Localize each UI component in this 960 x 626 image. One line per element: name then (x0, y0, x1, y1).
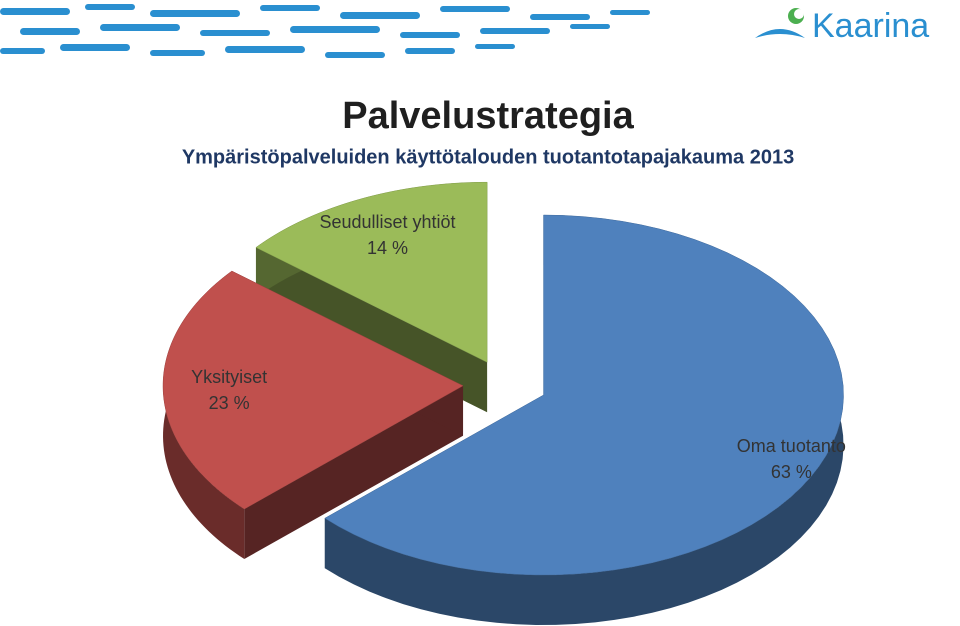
logo-text: Kaarina (812, 7, 929, 45)
banner-decoration (0, 4, 650, 58)
logo: Kaarina (755, 7, 929, 45)
slice-value-label: 14 % (367, 238, 408, 258)
slice-label: Seudulliset yhtiöt (319, 212, 455, 232)
slice-label: Oma tuotanto (737, 436, 846, 456)
slice-value-label: 63 % (771, 462, 812, 482)
slice (324, 214, 844, 576)
pie: Oma tuotanto 63 % Yksityiset 23 % Seudullise… (162, 181, 846, 625)
slice-value-label: 23 % (209, 393, 250, 413)
chart-subtitle: Ympäristöpalveluiden käyttötalouden tuot… (182, 146, 794, 168)
slice-wall (324, 215, 844, 625)
slice-face (244, 385, 464, 560)
slice (162, 270, 464, 510)
slice (255, 181, 488, 363)
slice-label: Yksityiset (191, 367, 267, 387)
chart-title: Palvelustrategia (342, 95, 634, 137)
